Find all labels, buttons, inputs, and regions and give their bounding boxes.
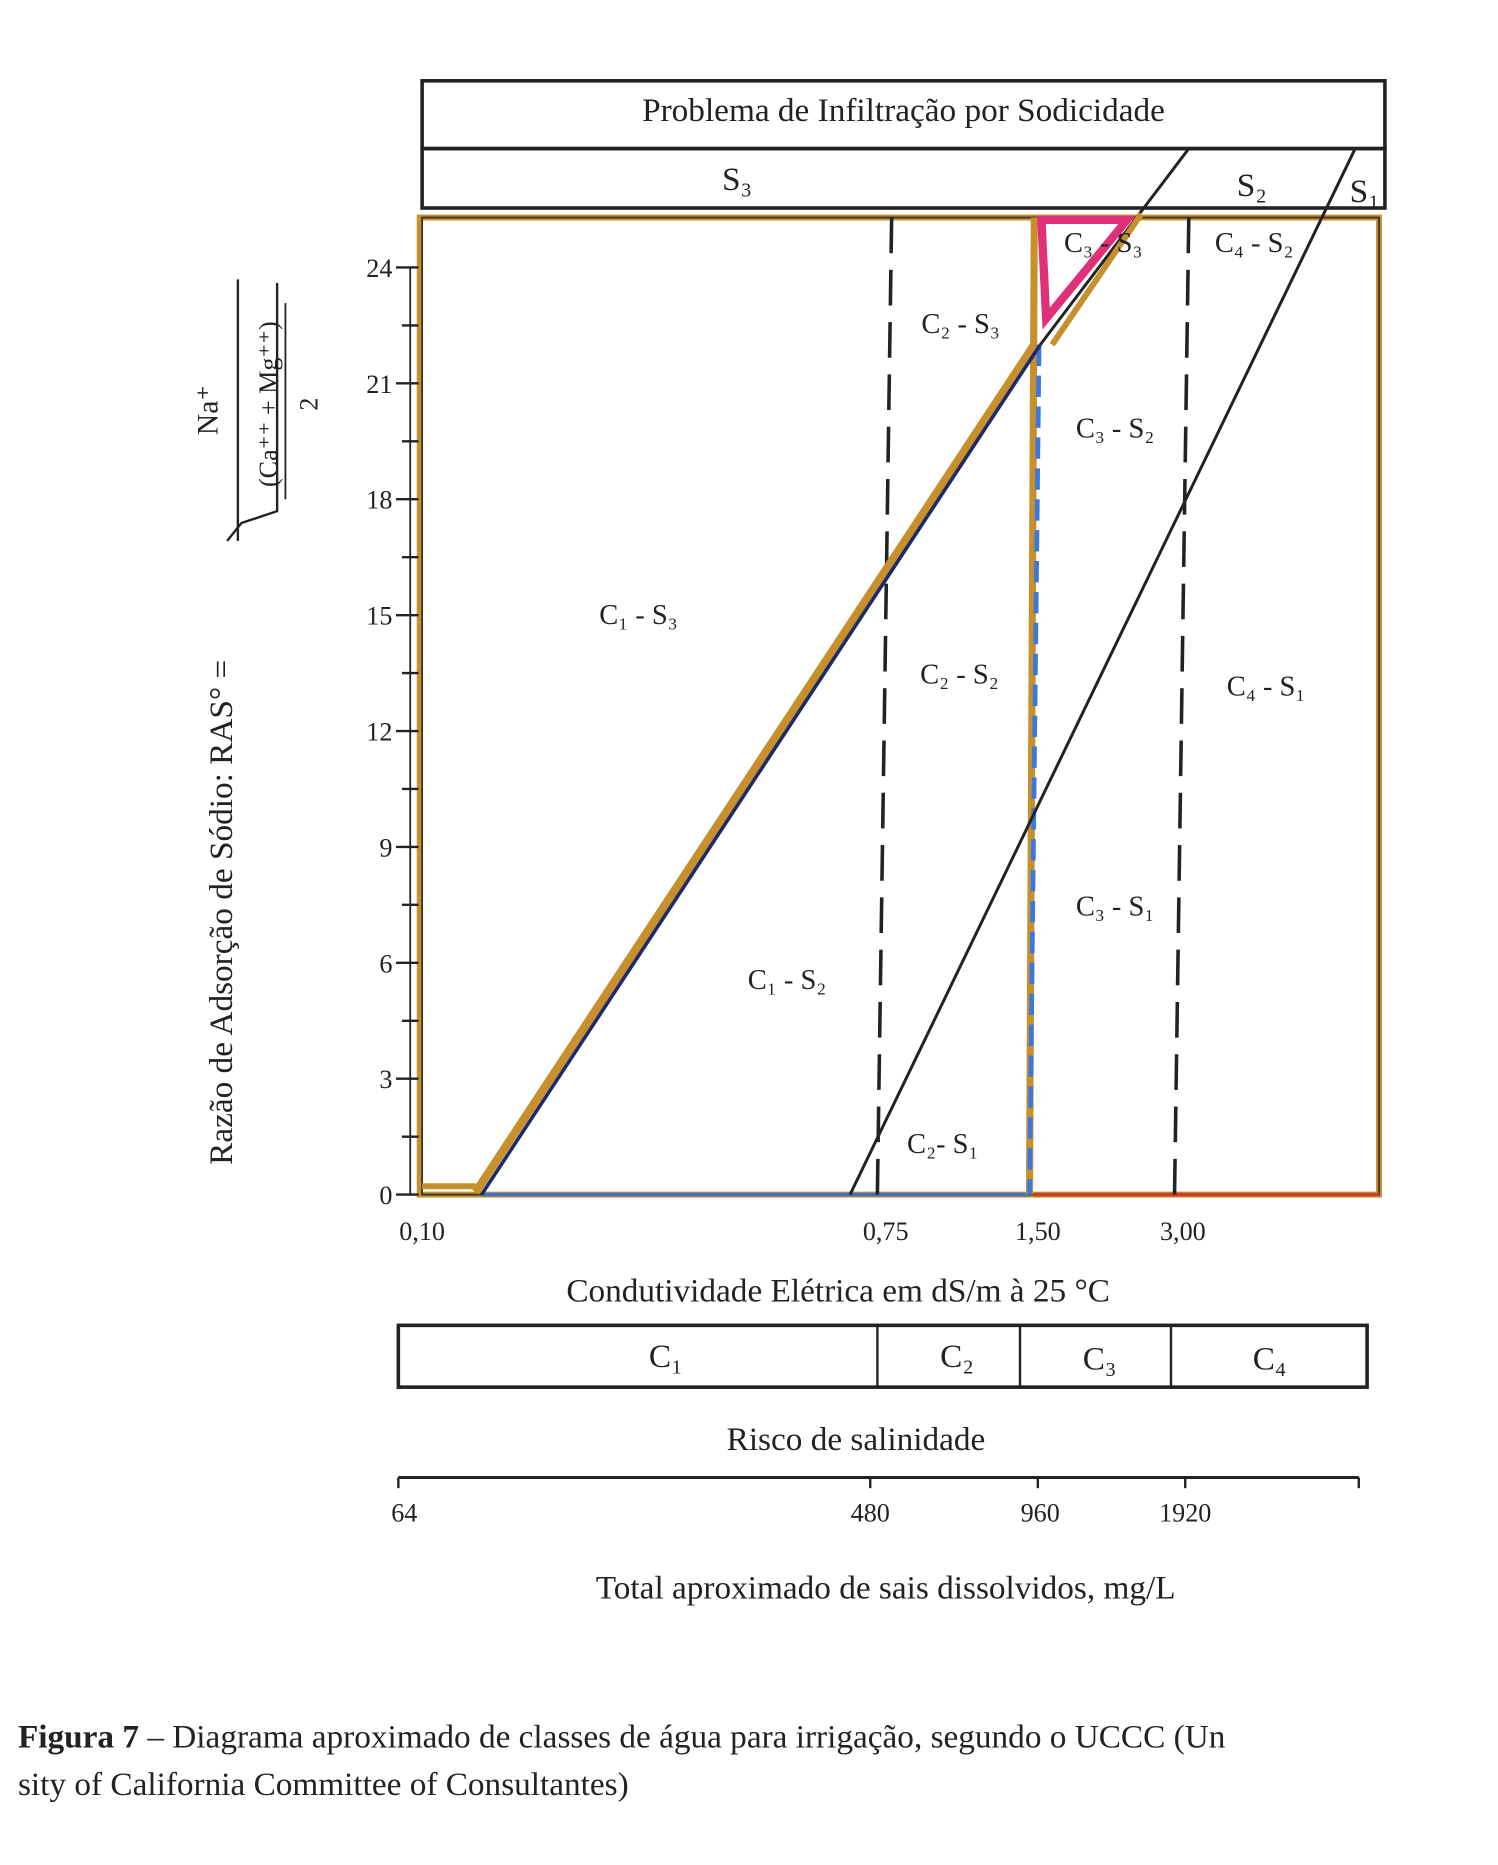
salinity-boundary [1025, 217, 1038, 1195]
caption-text: – Diagrama aproximado de classes de água… [139, 1718, 1226, 1755]
y-tick-label: 12 [366, 718, 392, 747]
tds-ticks [397, 1477, 1360, 1489]
y-tick-label: 3 [379, 1065, 392, 1094]
highlight-edge [1049, 212, 1144, 347]
region-label: C₁ - S₂ [748, 965, 827, 996]
salinity-class: C₁ [649, 1338, 683, 1375]
x-tick-label: 0,10 [399, 1217, 445, 1246]
region-label: C₃ - S₁ [1076, 891, 1155, 922]
y-tick-label: 21 [366, 370, 392, 399]
salinity-boundary [875, 217, 894, 1195]
salinity-boundary [1172, 217, 1191, 1195]
caption-line2: sity of California Committee of Consulta… [18, 1766, 629, 1803]
sodicity-boundary [848, 147, 1357, 1196]
y-tick-label: 18 [366, 486, 392, 515]
y-tick-label: 15 [366, 602, 392, 631]
sodicity-boundary [472, 342, 1038, 1195]
region-label: C₄ - S₂ [1215, 228, 1294, 259]
region-label: C₂- S₁ [907, 1129, 978, 1160]
plot-frame [416, 214, 1382, 1198]
sodicity-boundary [1039, 147, 1190, 346]
y-tick-label: 0 [379, 1181, 392, 1210]
salinity-title: Risco de salinidade [727, 1421, 986, 1458]
header-title: Problema de Infiltração por Sodicidade [642, 92, 1165, 129]
sodicity-box [420, 146, 1387, 210]
salinity-class: C₄ [1253, 1340, 1287, 1377]
y-axis-denominator: (Ca⁺⁺ + Mg⁺⁺) [254, 321, 283, 487]
y-tick-label: 6 [379, 949, 392, 978]
caption-label: Figura 7 [18, 1718, 139, 1755]
y-axis-label-group: Razão de Adsorção de Sódio: RAS° = Na⁺ (… [193, 279, 324, 1165]
region-label: C₃ - S₂ [1076, 413, 1155, 444]
x-tick-label: 0,75 [863, 1217, 909, 1246]
salinity-boundary [1027, 344, 1042, 1195]
y-tick-label: 24 [366, 254, 392, 283]
sodicity-class: S₂ [1237, 167, 1267, 204]
y-axis-label: Razão de Adsorção de Sódio: RAS° = [203, 660, 240, 1165]
tds-tick-label: 960 [1021, 1498, 1060, 1527]
sodicity-class: S₁ [1350, 173, 1380, 210]
y-axis-numerator: Na⁺ [193, 385, 225, 435]
y-tick-label: 9 [379, 833, 392, 862]
x-axis-title: Condutividade Elétrica em dS/m à 25 °C [566, 1273, 1110, 1310]
region-label: C₃ - S₃ [1064, 228, 1143, 259]
region-label: C₄ - S₁ [1227, 671, 1306, 702]
tds-tick-label: 64 [391, 1498, 417, 1527]
tds-tick-label: 480 [851, 1498, 890, 1527]
sodicity-class: S₃ [722, 161, 752, 198]
salinity-class: C₂ [940, 1338, 974, 1375]
region-label: C₂ - S₃ [921, 309, 1000, 340]
y-ticks: 0 3 6 9 12 15 18 21 24 [366, 254, 419, 1210]
sodicity-boundary [480, 343, 1042, 1196]
highlight-triangle [1037, 215, 1136, 330]
region-label: C₂ - S₂ [920, 659, 999, 690]
salinity-box [396, 1323, 1369, 1389]
caption: Figura 7 – Diagrama aproximado de classe… [18, 1718, 1226, 1755]
plot-frame-inner [421, 216, 1380, 1196]
sqrt-sign [226, 282, 279, 542]
x-tick-label: 3,00 [1160, 1217, 1206, 1246]
tds-tick-label: 1920 [1159, 1498, 1211, 1527]
tds-title: Total aproximado de sais dissolvidos, mg… [596, 1570, 1176, 1607]
region-label: C₁ - S₃ [599, 600, 678, 631]
x-tick-label: 1,50 [1015, 1217, 1061, 1246]
y-axis-divisor: 2 [295, 398, 324, 411]
salinity-class: C₃ [1083, 1340, 1117, 1377]
